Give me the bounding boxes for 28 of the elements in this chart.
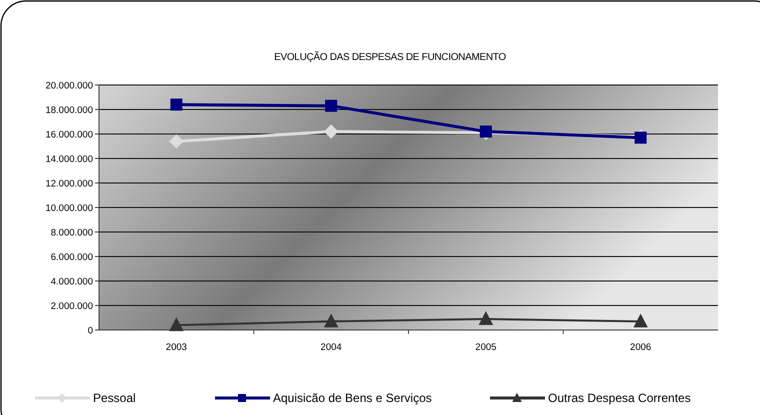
x-tick-label: 2004 xyxy=(320,342,342,353)
point xyxy=(169,134,184,149)
point xyxy=(324,124,338,139)
y-tick-label: 6.000.000 xyxy=(50,252,93,263)
legend-label: Pessoal xyxy=(93,391,136,406)
point xyxy=(169,317,184,332)
y-tick-label: 2.000.000 xyxy=(50,300,93,312)
point xyxy=(324,314,338,328)
y-tick-label: 18.000.000 xyxy=(45,104,93,116)
legend-label: Aquisicão de Bens e Serviços xyxy=(273,391,432,406)
point xyxy=(325,100,338,112)
y-tick-label: 20.000.000 xyxy=(45,80,93,92)
x-tick-label: 2006 xyxy=(630,342,652,353)
point xyxy=(633,314,648,328)
y-tick-label: 8.000.000 xyxy=(50,227,93,238)
point xyxy=(634,132,647,144)
y-tick-label: 12.000.000 xyxy=(45,178,93,190)
point xyxy=(478,311,494,325)
chart-title: EVOLUÇÃO DAS DESPESAS DE FUNCIONAMENTO xyxy=(274,51,506,63)
y-tick-label: 10.000.000 xyxy=(45,202,93,214)
legend-label: Outras Despesa Correntes xyxy=(548,391,691,406)
x-tick-label: 2003 xyxy=(166,342,187,353)
point xyxy=(170,98,182,111)
y-tick-label: 0 xyxy=(88,325,93,336)
y-tick-label: 14.000.000 xyxy=(45,154,93,165)
y-tick-label: 16.000.000 xyxy=(45,129,93,140)
x-tick-label: 2005 xyxy=(475,342,496,353)
y-tick-label: 4.000.000 xyxy=(50,276,93,288)
